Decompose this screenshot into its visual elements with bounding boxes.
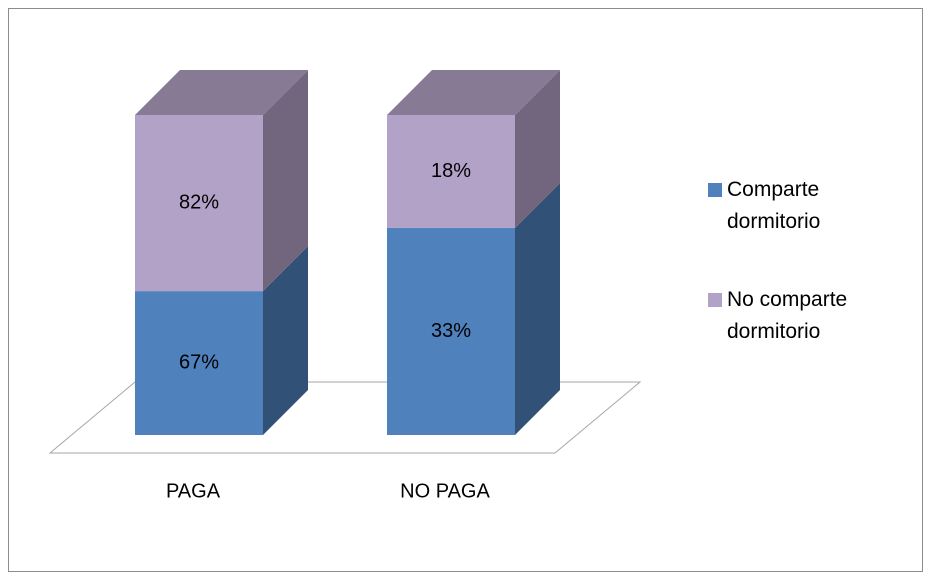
bar-side	[515, 70, 560, 228]
bar	[387, 227, 515, 435]
bar-top	[387, 70, 560, 115]
legend-label: Comparte dormitorio	[727, 178, 821, 233]
x-tick-label: PAGA	[166, 480, 221, 502]
bar-top	[135, 70, 308, 115]
value-label: 18%	[431, 160, 471, 182]
legend-label: No comparte dormitorio	[727, 288, 848, 343]
legend-swatch	[708, 183, 722, 197]
value-label: 67%	[179, 351, 219, 373]
bar	[387, 115, 515, 228]
bar-side	[515, 182, 560, 435]
value-label: 33%	[431, 320, 471, 342]
x-tick-label: NO PAGA	[400, 480, 490, 502]
legend-swatch	[708, 293, 722, 307]
bar-side	[263, 246, 308, 435]
value-label: 82%	[179, 191, 219, 213]
bar-side	[263, 70, 308, 292]
bar	[135, 115, 263, 292]
bar	[135, 291, 263, 435]
